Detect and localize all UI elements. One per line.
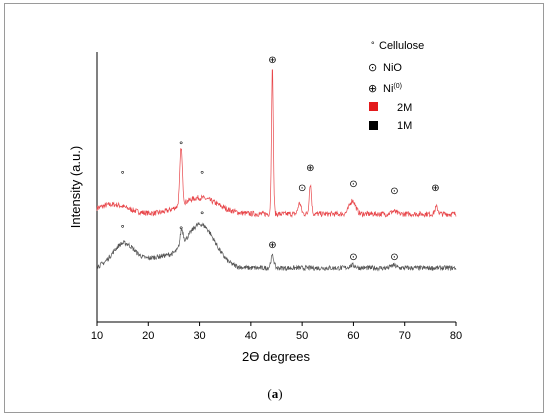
x-tick-label: 40 xyxy=(245,330,257,342)
peak-marker: ° xyxy=(120,171,125,181)
peak-marker: ° xyxy=(179,226,184,236)
legend-item-cellulose: ° Cellulose xyxy=(371,40,424,52)
legend-item-2m: 2M xyxy=(369,102,412,114)
x-tick-label: 80 xyxy=(450,330,462,342)
figure-caption: (a) xyxy=(0,386,550,402)
peak-marker: ⊕ xyxy=(306,163,314,174)
x-tick-label: 10 xyxy=(91,330,103,342)
y-axis-label: Intensity (a.u.) xyxy=(68,146,83,228)
x-tick-label: 30 xyxy=(193,330,205,342)
peak-marker: ° xyxy=(120,225,125,235)
legend-symbol-ni0: ⊕ xyxy=(368,83,377,95)
x-axis-label: 2ϴ degrees xyxy=(242,349,310,364)
peak-marker: ⊙ xyxy=(349,252,357,263)
peak-marker: ⊙ xyxy=(298,183,306,194)
legend-label-1m: 1M xyxy=(397,120,412,132)
legend-symbol-cellulose: ° xyxy=(371,40,375,50)
series-line-2m xyxy=(96,69,457,218)
x-tick-label: 20 xyxy=(142,330,154,342)
peak-marker: ⊕ xyxy=(268,55,276,66)
peak-marker: ° xyxy=(200,171,205,181)
x-tick-label: 60 xyxy=(347,330,359,342)
x-ticks: 10 20 30 40 50 60 70 80 xyxy=(91,322,462,342)
peak-marker: ° xyxy=(179,141,184,151)
peak-marker: ⊙ xyxy=(349,179,357,190)
legend-swatch-1m xyxy=(369,121,378,130)
peak-marker: ⊕ xyxy=(268,240,276,251)
legend-item-ni0: ⊕ Ni(0) xyxy=(368,83,402,95)
peak-marker: ⊙ xyxy=(390,186,398,197)
figure-frame xyxy=(4,3,544,413)
peak-annotations: °°°⊕⊙⊕⊙⊙ ⊕° °°⊕⊙ ⊙ xyxy=(120,55,439,263)
caption-open-paren: ( xyxy=(267,386,272,401)
peak-marker: ° xyxy=(200,211,205,221)
legend-symbol-nio: ⊙ xyxy=(368,62,377,74)
caption-close-paren: ) xyxy=(278,386,283,401)
caption-label: a xyxy=(271,386,279,401)
peak-marker: ⊙ xyxy=(390,252,398,263)
legend: ° Cellulose ⊙ NiO ⊕ Ni(0) 2M 1M xyxy=(368,40,424,132)
series-layer xyxy=(96,69,457,272)
legend-label-ni0-base: Ni xyxy=(383,83,393,95)
x-tick-label: 50 xyxy=(296,330,308,342)
peak-marker: ⊕ xyxy=(431,183,439,194)
legend-item-1m: 1M xyxy=(369,120,412,132)
legend-label-ni0-sup: (0) xyxy=(393,83,402,90)
legend-item-nio: ⊙ NiO xyxy=(368,62,402,74)
series-line-1m xyxy=(96,222,457,272)
legend-label-2m: 2M xyxy=(397,102,412,114)
legend-label-nio: NiO xyxy=(383,62,402,74)
legend-label-ni0: Ni(0) xyxy=(383,83,402,95)
x-tick-label: 70 xyxy=(399,330,411,342)
legend-swatch-2m xyxy=(369,102,378,111)
legend-label-cellulose: Cellulose xyxy=(379,40,424,52)
